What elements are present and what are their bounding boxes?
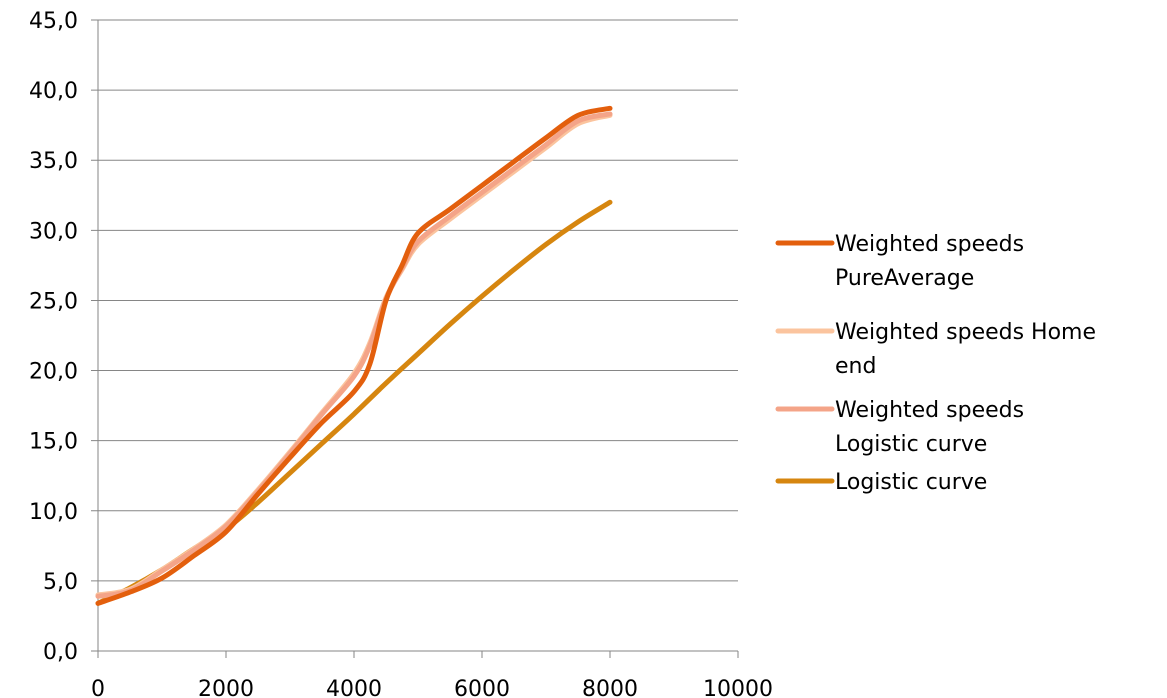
x-tick-label: 10000: [703, 677, 773, 698]
legend-label: Weighted speeds Home: [835, 320, 1096, 345]
y-tick-label: 5,0: [43, 570, 78, 595]
y-tick-label: 45,0: [29, 9, 78, 34]
y-tick-label: 35,0: [29, 149, 78, 174]
y-tick-label: 10,0: [29, 500, 78, 525]
x-tick-label: 6000: [454, 677, 510, 698]
y-axis-tick-labels: 0,0 5,0 10,0 15,0 20,0 25,0 30,0 35,0 40,0 45,0: [29, 9, 78, 665]
grid-lines: [91, 19, 738, 582]
y-tick-label: 15,0: [29, 430, 78, 455]
x-tick-label: 2000: [198, 677, 254, 698]
legend-label: Logistic curve: [835, 470, 987, 495]
legend-item: Weighted speeds PureAverage: [775, 232, 1024, 291]
legend-label: PureAverage: [835, 266, 974, 291]
legend-label: Weighted speeds: [835, 232, 1024, 257]
x-axis-tick-labels: 0 2000 4000 6000 8000 10000: [91, 677, 773, 698]
series-line-4: [95, 199, 613, 606]
y-tick-label: 25,0: [29, 289, 78, 314]
legend-item: Weighted speeds Logistic curve: [775, 398, 1024, 457]
plot-series: [95, 105, 613, 606]
legend-label: Logistic curve: [835, 432, 987, 457]
legend-label: Weighted speeds: [835, 398, 1024, 423]
x-tick-label: 8000: [582, 677, 638, 698]
y-tick-label: 0,0: [43, 640, 78, 665]
y-tick-label: 30,0: [29, 219, 78, 244]
x-tick-label: 0: [91, 677, 105, 698]
series-line-2: [95, 112, 613, 598]
legend-item: Weighted speeds Home end: [775, 320, 1096, 379]
x-tick-label: 4000: [326, 677, 382, 698]
legend-label: end: [835, 354, 876, 379]
series-line-1: [95, 105, 613, 606]
legend-item: Logistic curve: [775, 470, 987, 495]
y-tick-label: 40,0: [29, 79, 78, 104]
y-tick-label: 20,0: [29, 360, 78, 385]
axes: [91, 20, 739, 658]
series-line-3: [95, 111, 613, 599]
